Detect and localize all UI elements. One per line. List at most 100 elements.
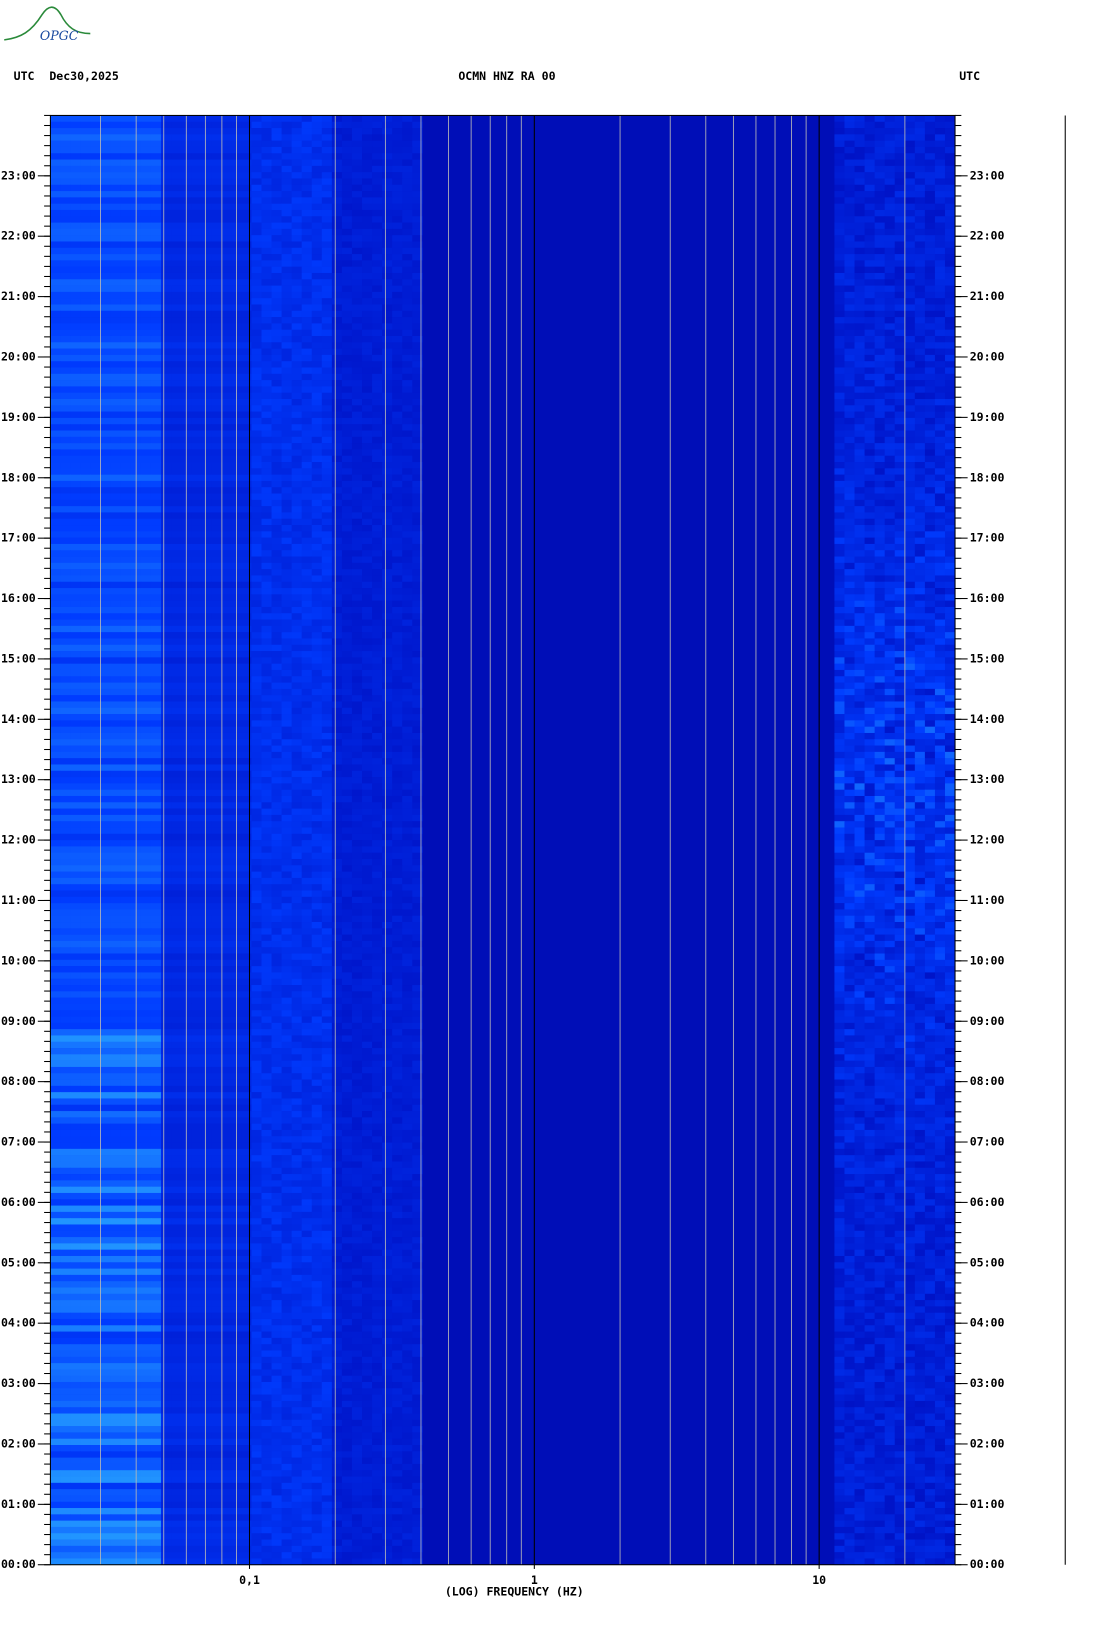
spectrogram-cell xyxy=(90,537,102,545)
spectrogram-cell xyxy=(201,272,212,280)
spectrogram-cell xyxy=(201,562,212,570)
spectrogram-cell xyxy=(160,569,172,576)
spectrogram-cell xyxy=(382,701,393,709)
spectrogram-cell xyxy=(362,247,373,255)
spectrogram-cell xyxy=(884,329,896,337)
spectrogram-cell xyxy=(211,411,222,419)
spectrogram-cell xyxy=(884,386,896,394)
spectrogram-cell xyxy=(382,203,393,211)
spectrogram-cell xyxy=(392,279,403,286)
spectrogram-cell xyxy=(191,134,202,141)
spectrogram-cell xyxy=(191,669,202,677)
spectrogram-cell xyxy=(171,373,182,381)
spectrogram-cell xyxy=(140,720,152,727)
spectrogram-cell xyxy=(412,272,423,280)
spectrogram-cell xyxy=(331,449,343,457)
spectrogram-cell xyxy=(351,399,363,406)
spectrogram-cell xyxy=(834,172,845,179)
spectrogram-cell xyxy=(241,354,252,362)
spectrogram-cell xyxy=(150,121,162,129)
spectrogram-cell xyxy=(120,335,132,343)
spectrogram-cell xyxy=(844,153,855,160)
spectrogram-cell xyxy=(894,386,906,394)
spectrogram-cell xyxy=(864,298,876,305)
spectrogram-cell xyxy=(844,260,855,267)
spectrogram-cell xyxy=(372,632,383,639)
spectrogram-cell xyxy=(301,216,313,223)
spectrogram-cell xyxy=(834,701,845,709)
spectrogram-cell xyxy=(191,310,202,318)
spectrogram-cell xyxy=(884,417,896,425)
spectrogram-cell xyxy=(241,323,252,330)
spectrogram-cell xyxy=(241,732,252,740)
spectrogram-cell xyxy=(241,663,252,671)
spectrogram-cell xyxy=(844,121,855,129)
spectrogram-cell xyxy=(271,651,283,658)
spectrogram-cell xyxy=(90,506,102,513)
spectrogram-cell xyxy=(874,625,886,633)
spectrogram-cell xyxy=(60,291,71,299)
spectrogram-cell xyxy=(100,128,112,135)
spectrogram-cell xyxy=(321,380,333,387)
spectrogram-cell xyxy=(904,669,916,677)
spectrogram-cell xyxy=(171,386,182,394)
spectrogram-cell xyxy=(834,392,845,400)
spectrogram-cell xyxy=(834,165,845,173)
spectrogram-cell xyxy=(412,436,423,444)
spectrogram-cell xyxy=(100,632,112,639)
spectrogram-cell xyxy=(944,386,956,394)
spectrogram-cell xyxy=(211,392,222,400)
spectrogram-cell xyxy=(211,499,222,507)
spectrogram-cell xyxy=(854,260,865,267)
spectrogram-cell xyxy=(894,254,906,261)
spectrogram-cell xyxy=(191,209,202,217)
spectrogram-cell xyxy=(351,115,363,123)
spectrogram-cell xyxy=(321,613,333,620)
spectrogram-cell xyxy=(331,638,343,646)
spectrogram-cell xyxy=(412,657,423,664)
spectrogram-cell xyxy=(120,556,132,564)
spectrogram-cell xyxy=(70,474,81,482)
spectrogram-cell xyxy=(80,487,92,494)
spectrogram-cell xyxy=(341,222,353,230)
spectrogram-cell xyxy=(281,430,293,438)
spectrogram-cell xyxy=(211,298,222,305)
spectrogram-cell xyxy=(874,279,886,286)
spectrogram-cell xyxy=(884,714,896,721)
spectrogram-cell xyxy=(241,525,252,532)
spectrogram-cell xyxy=(100,443,112,450)
spectrogram-cell xyxy=(392,317,403,324)
spectrogram-cell xyxy=(281,153,293,160)
spectrogram-cell xyxy=(251,695,262,702)
spectrogram-cell xyxy=(854,638,865,646)
spectrogram-cell xyxy=(864,619,876,627)
spectrogram-cell xyxy=(874,732,886,740)
spectrogram-cell xyxy=(351,279,363,286)
spectrogram-cell xyxy=(854,367,865,375)
spectrogram-cell xyxy=(241,518,252,526)
spectrogram-cell xyxy=(241,216,252,223)
spectrogram-cell xyxy=(934,266,946,274)
spectrogram-cell xyxy=(412,228,423,236)
spectrogram-cell xyxy=(221,128,232,135)
spectrogram-cell xyxy=(362,399,373,406)
spectrogram-cell xyxy=(874,399,886,406)
spectrogram-cell xyxy=(271,537,283,545)
spectrogram-cell xyxy=(271,411,283,419)
spectrogram-cell xyxy=(80,739,92,746)
spectrogram-cell xyxy=(251,543,262,551)
spectrogram-cell xyxy=(341,531,353,538)
spectrogram-cell xyxy=(402,165,413,173)
spectrogram-cell xyxy=(934,417,946,425)
spectrogram-cell xyxy=(150,430,162,438)
spectrogram-cell xyxy=(412,720,423,727)
spectrogram-cell xyxy=(311,291,323,299)
spectrogram-cell xyxy=(402,235,413,242)
spectrogram-cell xyxy=(211,342,222,349)
spectrogram-cell xyxy=(412,298,423,305)
spectrogram-cell xyxy=(834,184,845,192)
spectrogram-cell xyxy=(150,411,162,419)
spectrogram-cell xyxy=(171,745,182,753)
spectrogram-cell xyxy=(944,172,956,179)
